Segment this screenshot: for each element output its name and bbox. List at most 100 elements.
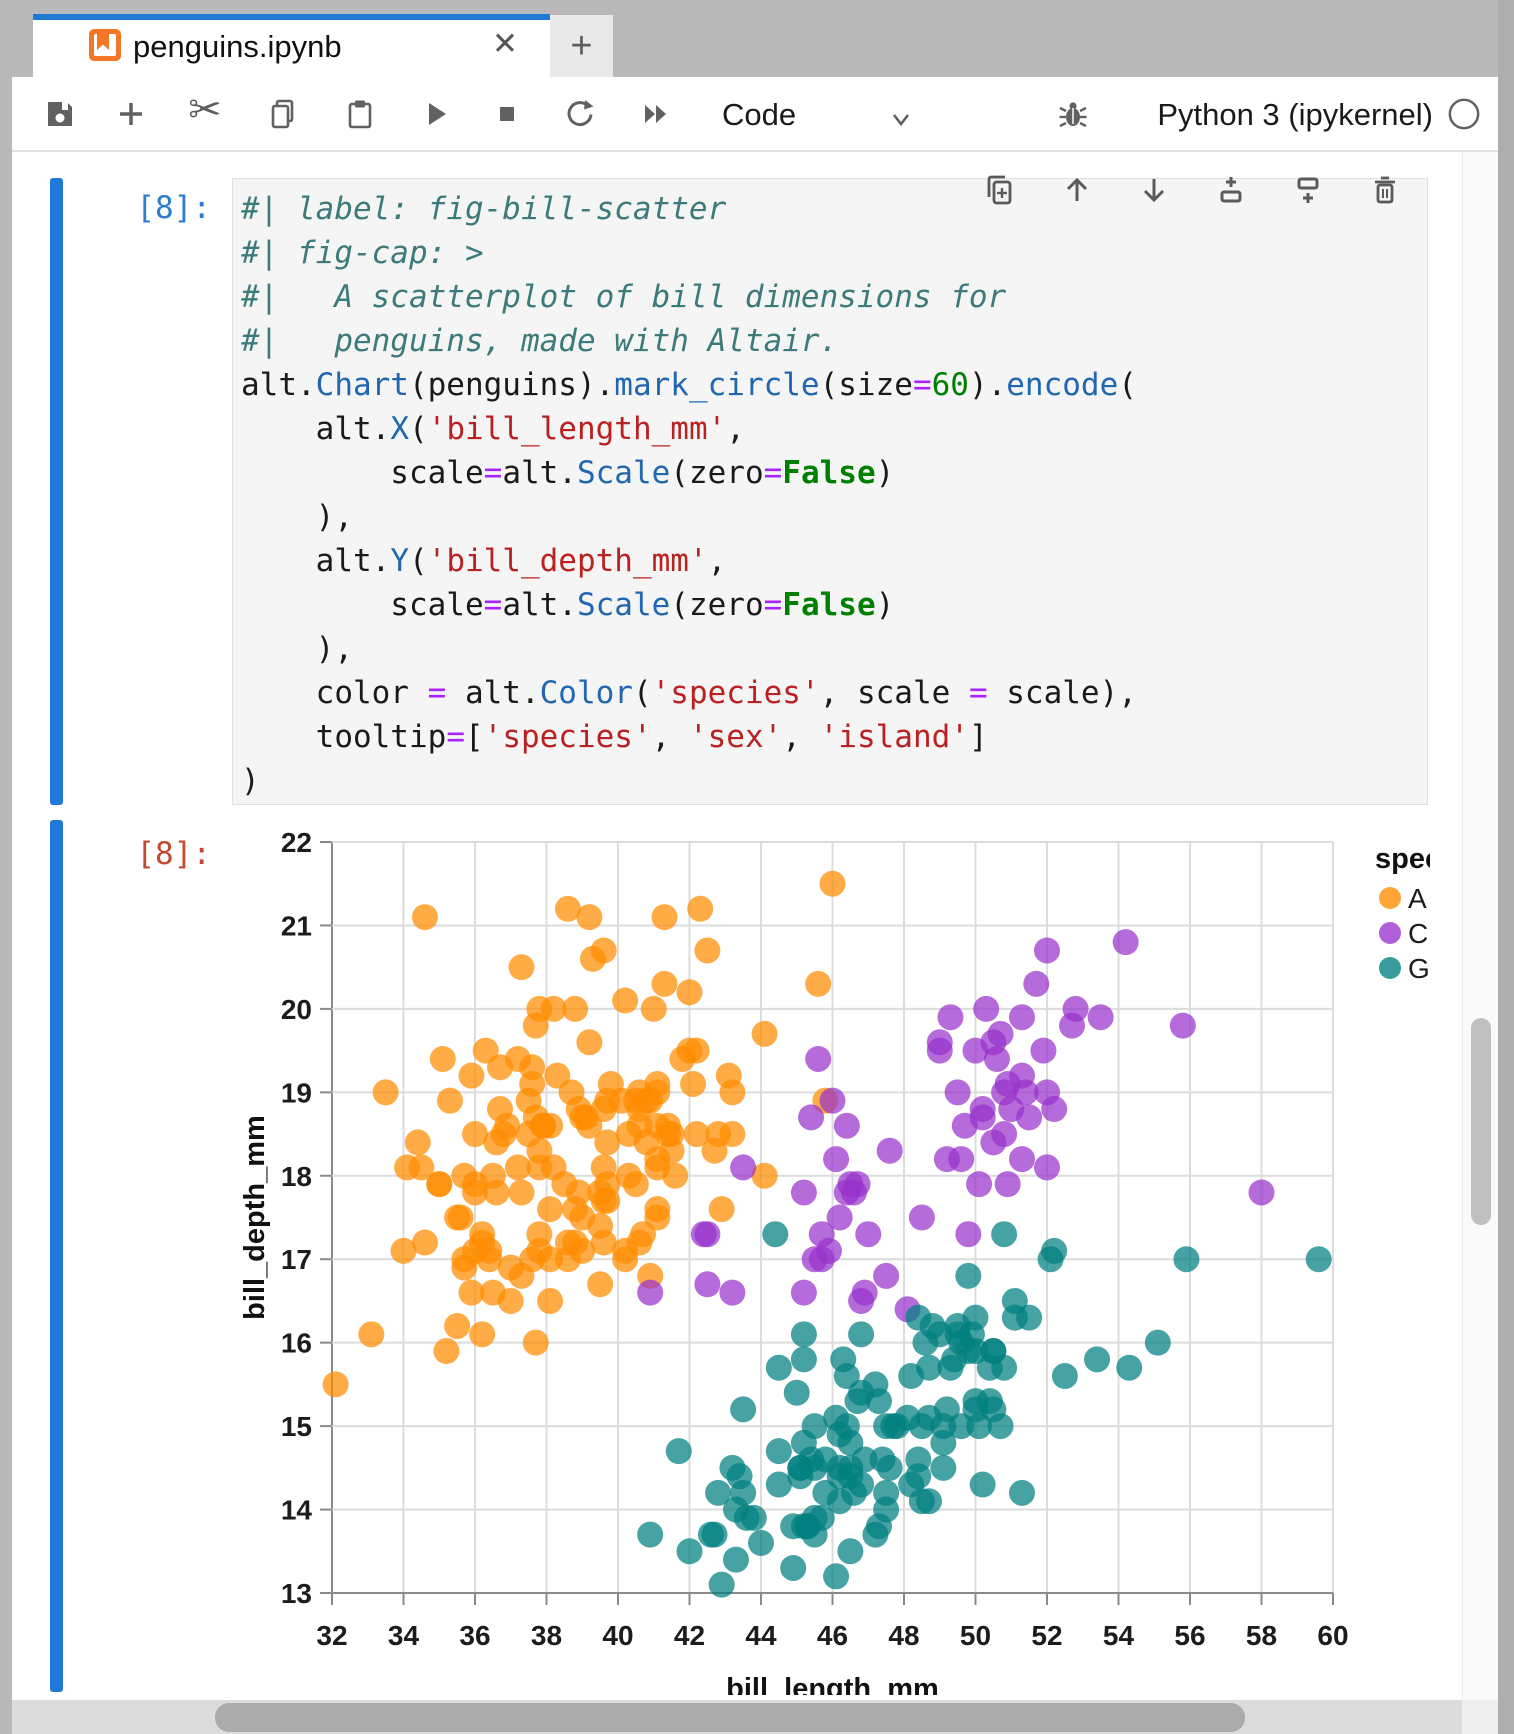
code-editor[interactable]: #| label: fig-bill-scatter #| fig-cap: > #…: [233, 179, 1427, 803]
code-line: #| penguins, made with Altair.: [241, 323, 839, 359]
vertical-scrollbar-track[interactable]: [1462, 152, 1499, 1734]
save-icon: [48, 102, 72, 126]
svg-text:40: 40: [602, 1620, 633, 1651]
copy-cells-button[interactable]: [266, 94, 300, 134]
svg-text:36: 36: [459, 1620, 490, 1651]
svg-text:34: 34: [388, 1620, 420, 1651]
interrupt-kernel-button[interactable]: [490, 94, 524, 134]
code-line: tooltip=['species', 'sex', 'island']: [241, 719, 988, 755]
svg-text:56: 56: [1174, 1620, 1205, 1651]
cell-type-dropdown-arrow[interactable]: [884, 100, 918, 140]
duplicate-cell-button[interactable]: [983, 173, 1017, 207]
svg-text:G: G: [1408, 953, 1430, 984]
close-tab-icon[interactable]: ✕: [492, 26, 518, 61]
paste-cells-button[interactable]: [343, 94, 377, 134]
code-line: ): [241, 763, 260, 799]
add-cell-icon: [120, 103, 142, 125]
code-line: color = alt.Color('species', scale = sca…: [241, 675, 1137, 711]
svg-text:bill_length_mm: bill_length_mm: [726, 1673, 939, 1695]
toolbar-divider: [12, 150, 1498, 152]
move-cell-down-button[interactable]: [1137, 173, 1171, 207]
active-tab-accent: [33, 14, 550, 20]
notebook-toolbar-bg: [12, 77, 1498, 151]
svg-text:A: A: [1408, 883, 1427, 914]
debugger-bug-icon: [1059, 102, 1087, 128]
code-line: #| A scatterplot of bill dimensions for: [241, 279, 1007, 315]
svg-text:46: 46: [817, 1620, 848, 1651]
code-line: #| label: fig-bill-scatter: [241, 191, 727, 227]
notebook-file-icon: [89, 29, 121, 61]
svg-text:20: 20: [281, 994, 312, 1025]
save-button[interactable]: [43, 94, 77, 134]
move-cell-up-button[interactable]: [1060, 173, 1094, 207]
code-line: ),: [241, 631, 353, 667]
scatter-plot-output: 32 34 36 38 40 42 44 46 48 50 52 54 56 58 60 13 14 15 16 17…: [232, 820, 1430, 1695]
code-line: alt.Y('bill_depth_mm',: [241, 543, 727, 579]
copy-icon: [271, 99, 294, 129]
delete-cell-button[interactable]: [1368, 173, 1402, 207]
insert-cell-above-button[interactable]: [1214, 173, 1248, 207]
debugger-toggle[interactable]: [1056, 94, 1090, 134]
new-tab-button[interactable]: +: [550, 15, 613, 77]
svg-text:spec: spec: [1375, 843, 1430, 875]
window-frame-right: [1498, 0, 1514, 1734]
kernel-status-indicator[interactable]: [1447, 94, 1481, 134]
code-line: scale=alt.Scale(zero=False): [241, 587, 895, 623]
svg-text:44: 44: [745, 1620, 777, 1651]
svg-text:15: 15: [281, 1411, 312, 1442]
svg-text:17: 17: [281, 1244, 312, 1275]
stop-icon: [500, 107, 514, 121]
cell-type-dropdown[interactable]: Code: [722, 97, 796, 133]
cell-type-value: Code: [722, 97, 797, 132]
svg-text:18: 18: [281, 1161, 312, 1192]
svg-text:58: 58: [1246, 1620, 1277, 1651]
svg-text:60: 60: [1317, 1620, 1348, 1651]
code-line: #| fig-cap: >: [241, 235, 484, 271]
input-prompt: [8]:: [136, 190, 211, 226]
scatter-chart: 32 34 36 38 40 42 44 46 48 50 52 54 56 58 60 13 14 15 16 17…: [239, 827, 1430, 1695]
code-line: alt.X('bill_length_mm',: [241, 411, 745, 447]
kernel-name[interactable]: Python 3 (ipykernel): [1157, 97, 1433, 132]
svg-text:50: 50: [960, 1620, 991, 1651]
cell-toolbar: [983, 173, 1402, 207]
insert-cell-below-button[interactable]: [1291, 173, 1325, 207]
paste-icon: [348, 100, 372, 129]
svg-text:52: 52: [1031, 1620, 1062, 1651]
restart-kernel-icon: [567, 100, 594, 127]
tab-title: penguins.ipynb: [133, 29, 342, 64]
cut-icon: ✂: [188, 87, 222, 133]
svg-text:16: 16: [281, 1328, 312, 1359]
code-line: scale=alt.Scale(zero=False): [241, 455, 895, 491]
plus-icon: +: [570, 25, 593, 67]
add-cell-button[interactable]: [114, 94, 148, 134]
scrollbar-corner: [1462, 1700, 1498, 1734]
svg-text:32: 32: [316, 1620, 347, 1651]
svg-text:bill_depth_mm: bill_depth_mm: [239, 1115, 271, 1320]
output-prompt: [8]:: [136, 836, 211, 872]
svg-text:42: 42: [674, 1620, 705, 1651]
run-all-icon: [645, 105, 666, 123]
svg-text:22: 22: [281, 827, 312, 858]
svg-text:C: C: [1408, 918, 1428, 949]
cut-cells-button[interactable]: ✂: [188, 87, 222, 133]
input-cell-collapser[interactable]: [50, 178, 63, 805]
chevron-down-icon: [892, 114, 910, 127]
svg-text:48: 48: [888, 1620, 919, 1651]
code-cell-editor[interactable]: #| label: fig-bill-scatter #| fig-cap: > #…: [232, 178, 1428, 805]
restart-kernel-button[interactable]: [563, 94, 597, 134]
code-line: alt.Chart(penguins).mark_circle(size=60)…: [241, 367, 1137, 403]
kernel-status-circle-icon: [1448, 98, 1480, 130]
svg-text:38: 38: [531, 1620, 562, 1651]
svg-text:19: 19: [281, 1077, 312, 1108]
run-cell-button[interactable]: [418, 94, 452, 134]
svg-text:21: 21: [281, 910, 312, 941]
vertical-scrollbar-thumb[interactable]: [1471, 1018, 1491, 1225]
svg-text:13: 13: [281, 1578, 312, 1609]
svg-text:54: 54: [1103, 1620, 1135, 1651]
output-cell-collapser[interactable]: [50, 820, 63, 1692]
horizontal-scrollbar-thumb[interactable]: [215, 1703, 1245, 1732]
code-line: ),: [241, 499, 353, 535]
run-icon: [429, 103, 446, 125]
restart-run-all-button[interactable]: [639, 94, 673, 134]
svg-text:14: 14: [281, 1495, 313, 1526]
